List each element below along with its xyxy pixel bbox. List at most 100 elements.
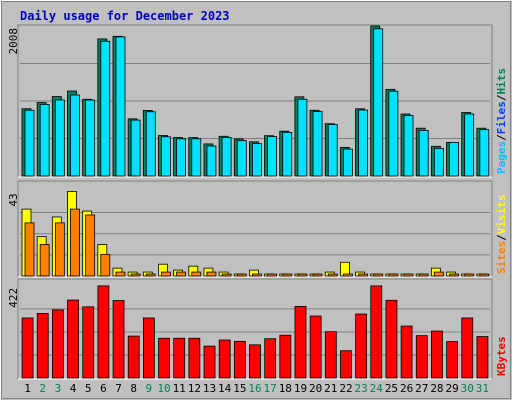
x-tick-label-21: 21 [324,382,337,395]
bar-sites-day-25 [388,273,399,277]
bar-sites-day-15 [236,273,247,277]
bar-sites-day-9 [145,273,156,277]
bar-sites-day-21 [327,273,338,277]
bar-kbytes-day-9 [142,317,155,379]
bar-sites-day-3 [54,222,65,277]
bar-sites-day-29 [449,273,459,277]
bar-files-day-16 [252,143,262,177]
bar-files-day-2 [39,104,50,177]
bar-kbytes-day-20 [309,315,322,379]
x-tick-label-17: 17 [264,382,277,395]
bar-kbytes-day-29 [446,341,459,379]
bar-kbytes-day-10 [158,337,170,379]
bar-kbytes-day-26 [400,325,413,379]
bar-files-day-17 [267,136,277,177]
bar-kbytes-day-19 [294,305,307,379]
bar-sites-day-16 [252,273,262,277]
bar-sites-day-27 [418,273,429,277]
x-tick-label-13: 13 [203,382,216,395]
panel-visits_sites: 43 Sites/Visits [7,180,508,278]
bar-files-day-12 [191,138,202,177]
bar-files-day-18 [282,131,293,177]
bar-files-day-25 [388,90,399,177]
bar-kbytes-day-23 [355,313,368,379]
bar-files-day-28 [433,147,444,177]
panel-frame [17,180,493,278]
bar-files-day-14 [221,137,232,177]
x-tick-label-10: 10 [157,382,170,395]
bar-files-day-11 [176,138,187,177]
bar-kbytes-day-4 [67,299,79,379]
bar-sites-day-2 [39,244,50,277]
bar-kbytes-day-11 [173,337,186,379]
bar-kbytes-day-21 [324,331,337,379]
x-tick-label-19: 19 [294,382,307,395]
bar-sites-day-7 [115,271,126,277]
bar-kbytes-day-27 [415,335,428,379]
bar-kbytes-day-5 [82,306,95,379]
bar-kbytes-day-17 [264,338,277,379]
legend-entry: Pages [495,141,508,174]
x-tick-label-24: 24 [370,382,384,395]
bar-files-day-10 [161,136,171,177]
bar-files-day-4 [70,94,80,177]
y-max-label: 2008 [7,28,20,55]
bar-sites-day-24 [373,273,384,277]
x-tick-label-6: 6 [100,382,107,395]
bar-kbytes-day-1 [21,317,34,379]
bar-files-day-13 [206,145,217,177]
bar-sites-day-18 [282,273,293,277]
legend-visits_sites: Sites/Visits [495,195,508,275]
bar-files-day-3 [54,99,65,177]
panel-kbytes: 422 KBytes [7,278,508,380]
x-tick-label-9: 9 [146,382,153,395]
bar-files-day-23 [358,109,368,177]
bar-files-day-8 [130,119,141,177]
x-tick-label-28: 28 [430,382,443,395]
bar-sites-day-22 [342,273,353,277]
x-tick-label-22: 22 [339,382,352,395]
bar-sites-day-1 [24,222,35,277]
x-tick-label-29: 29 [445,382,458,395]
bar-sites-day-8 [130,273,141,277]
bar-sites-day-19 [297,273,308,277]
legend-entry: Hits [495,68,508,95]
bar-files-day-6 [100,40,111,177]
legend-entry: KBytes [495,336,508,376]
bar-sites-day-28 [433,271,444,277]
legend-entry: / [495,134,508,141]
chart-title: Daily usage for December 2023 [20,9,230,23]
x-tick-label-27: 27 [415,382,428,395]
bar-sites-day-31 [479,273,490,277]
bar-files-day-7 [115,36,126,177]
bar-files-day-31 [479,129,490,177]
legend-kbytes: KBytes [495,336,508,376]
x-tick-label-4: 4 [70,382,77,395]
bar-files-day-20 [312,111,323,177]
bar-files-day-9 [145,111,156,177]
x-tick-label-14: 14 [218,382,232,395]
x-tick-label-12: 12 [188,382,201,395]
bar-sites-day-30 [464,273,475,277]
bar-kbytes-day-8 [127,335,140,379]
x-tick-label-7: 7 [115,382,122,395]
bar-kbytes-day-12 [188,337,201,379]
bar-kbytes-day-31 [476,336,489,379]
bar-kbytes-day-15 [233,340,246,379]
bar-sites-day-14 [221,273,232,277]
x-tick-label-31: 31 [476,382,489,395]
legend-entry: Visits [495,195,508,235]
x-tick-label-15: 15 [233,382,246,395]
bar-sites-day-17 [267,273,277,277]
bar-sites-day-12 [191,271,202,277]
legend-entry: / [495,94,508,101]
bar-files-day-27 [418,130,429,177]
x-tick-label-25: 25 [385,382,398,395]
legend-entry: / [495,234,508,241]
x-tick-label-16: 16 [248,382,261,395]
legend-entry: Sites [495,241,508,274]
bar-kbytes-day-2 [36,312,49,379]
bar-files-day-21 [327,124,338,177]
x-tick-label-1: 1 [24,382,31,395]
